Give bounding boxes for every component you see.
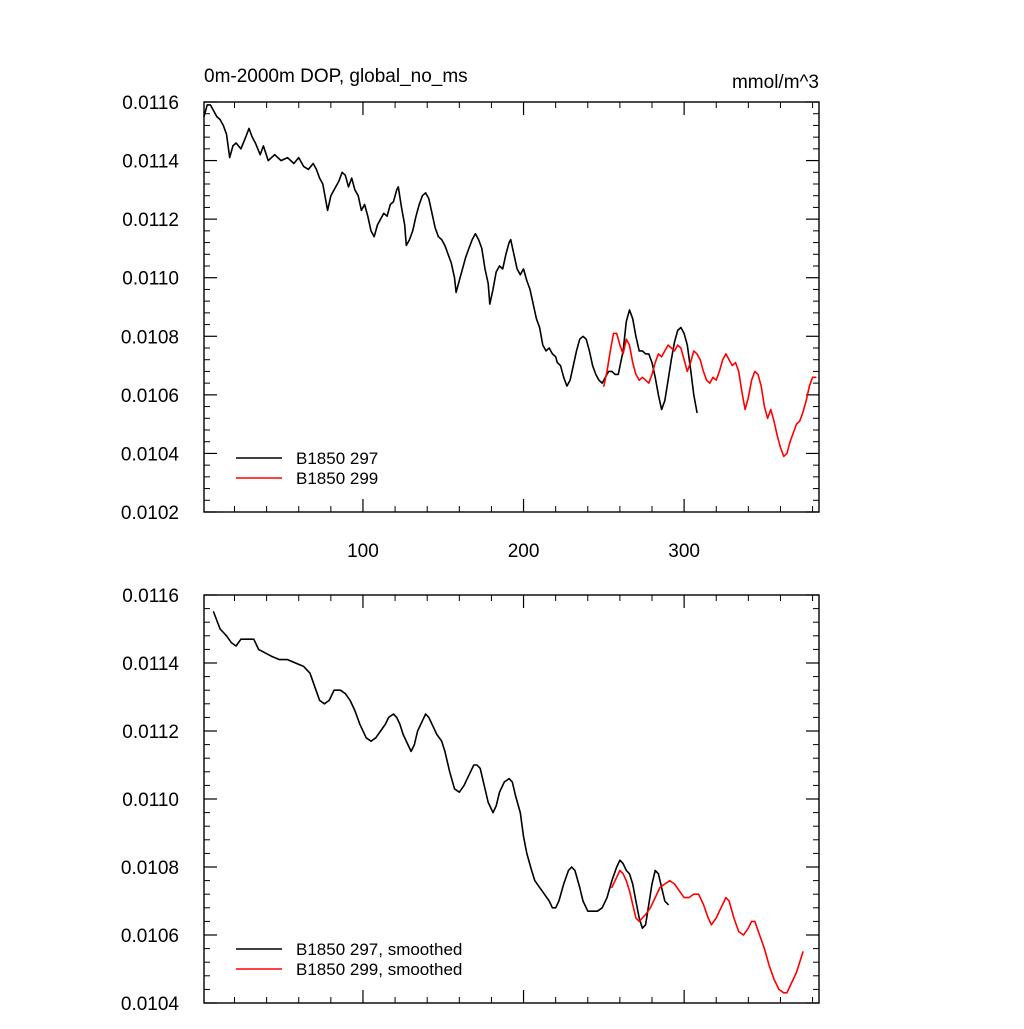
panel2-legend-label: B1850 299, smoothed — [296, 960, 462, 979]
panel1-y-tick-label: 0.0104 — [121, 444, 180, 465]
panel2-series-line-black — [212, 611, 669, 930]
panel1-legend-label: B1850 297 — [296, 449, 378, 468]
panel1-y-tick-label: 0.0108 — [121, 327, 179, 348]
panel1-plot-frame — [203, 101, 820, 513]
panel1-x-tick-label: 200 — [508, 541, 540, 562]
panel1-chart-title: 0m-2000m DOP, global_no_ms — [204, 66, 468, 87]
panel2-y-tick-label: 0.0108 — [121, 858, 179, 879]
panel1-y-tick-label: 0.0106 — [121, 386, 179, 407]
panel1-y-tick-label: 0.0114 — [122, 152, 179, 173]
panel1-x-tick-label: 300 — [668, 541, 700, 562]
panel1-x-tick-label: 100 — [347, 541, 379, 562]
panel2-y-tick-label: 0.0114 — [122, 654, 179, 675]
panel2-y-tick-label: 0.0106 — [121, 926, 179, 947]
panel1-units-label: mmol/m^3 — [732, 72, 819, 93]
panel1-series-line-red — [602, 332, 817, 458]
panel2-series-line-red — [611, 869, 804, 994]
panel2-y-tick-label: 0.0104 — [121, 994, 180, 1015]
panel2-legend-label: B1850 297, smoothed — [296, 940, 462, 959]
panel1-y-tick-label: 0.0102 — [121, 503, 179, 524]
panel1-y-tick-label: 0.0112 — [122, 210, 179, 231]
panel1-y-tick-label: 0.0110 — [122, 269, 179, 290]
panel2-y-tick-label: 0.0116 — [122, 586, 179, 607]
panel1-y-tick-label: 0.0116 — [122, 93, 179, 114]
panel1-series-line-black — [203, 104, 698, 414]
panel2-y-tick-label: 0.0110 — [122, 790, 179, 811]
panel2-y-tick-label: 0.0112 — [122, 722, 179, 743]
panel1-legend-label: B1850 299 — [296, 469, 378, 488]
